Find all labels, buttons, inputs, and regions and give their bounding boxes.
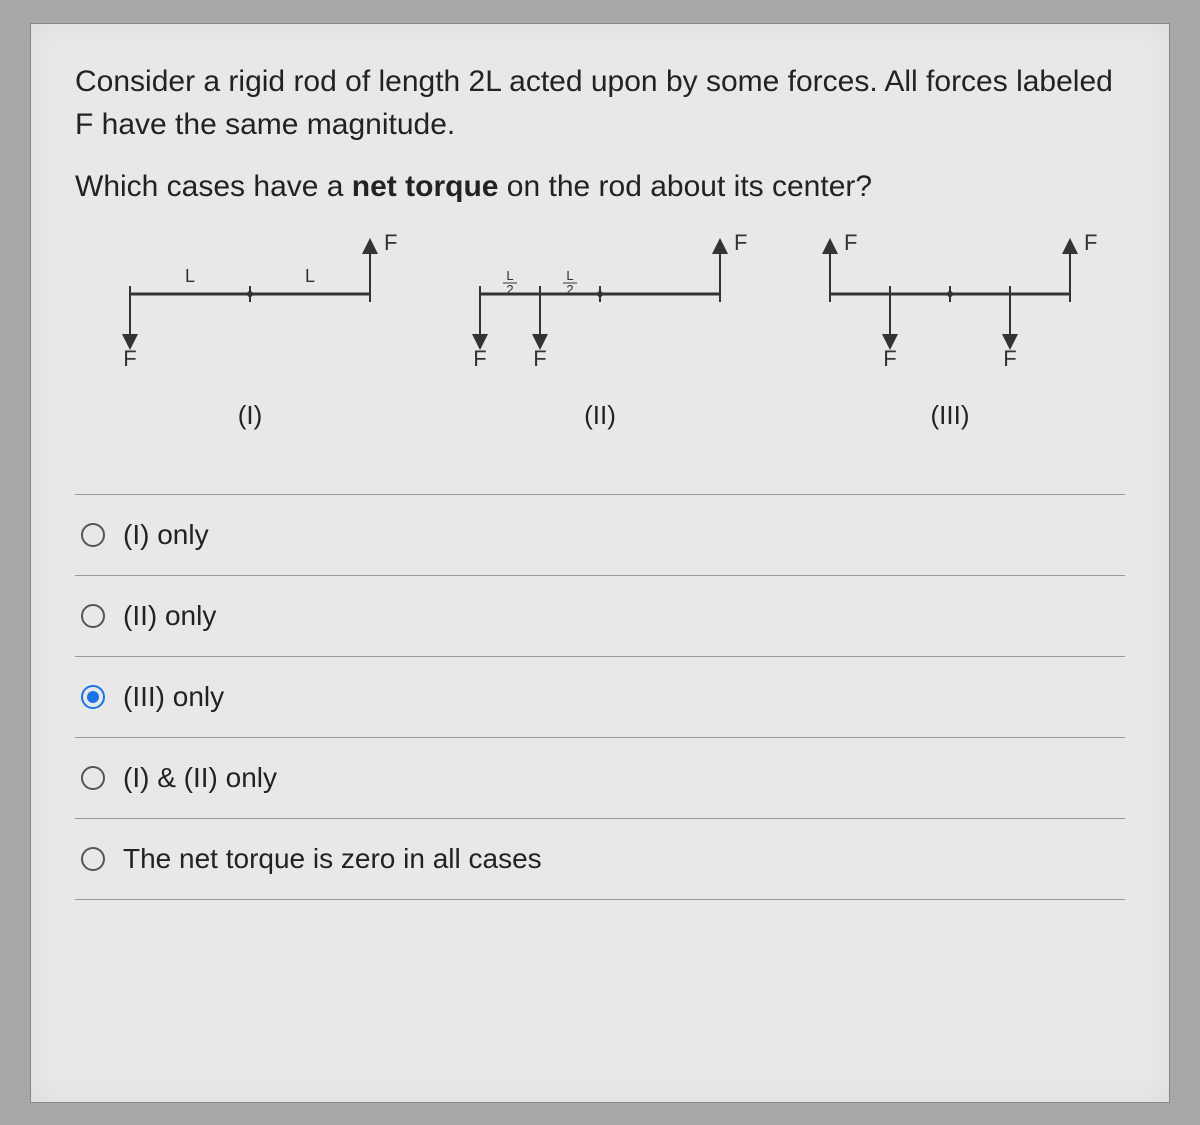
diagram-3-label: (III) (931, 400, 970, 431)
option-2[interactable]: (II) only (75, 576, 1125, 657)
option-label: (I) & (II) only (123, 762, 277, 794)
svg-text:F: F (1084, 234, 1097, 255)
svg-text:L: L (566, 268, 573, 283)
option-1[interactable]: (I) only (75, 495, 1125, 576)
svg-text:2: 2 (566, 282, 573, 297)
option-5[interactable]: The net torque is zero in all cases (75, 819, 1125, 900)
option-label: (I) only (123, 519, 209, 551)
diagram-row: L L F F (I) (75, 234, 1125, 434)
radio-icon (81, 523, 105, 547)
option-label: The net torque is zero in all cases (123, 843, 542, 875)
radio-icon (81, 766, 105, 790)
question-text: Consider a rigid rod of length 2L acted … (75, 60, 1125, 209)
svg-text:F: F (123, 346, 136, 371)
diagram-2-label: (II) (584, 400, 616, 431)
option-label: (III) only (123, 681, 224, 713)
question-line-1: Consider a rigid rod of length 2L acted … (75, 60, 1125, 147)
svg-text:L: L (185, 266, 195, 286)
svg-text:F: F (844, 234, 857, 255)
svg-text:F: F (533, 346, 546, 371)
svg-text:F: F (473, 346, 486, 371)
diagram-1-label: (I) (238, 400, 263, 431)
svg-text:2: 2 (506, 282, 513, 297)
svg-text:F: F (384, 234, 397, 255)
question-line-2: Which cases have a net torque on the rod… (75, 165, 1125, 209)
question-sheet: Consider a rigid rod of length 2L acted … (30, 23, 1170, 1103)
radio-icon (81, 604, 105, 628)
svg-text:F: F (883, 346, 896, 371)
diagram-1: L L F F (I) (75, 234, 425, 434)
svg-text:L: L (305, 266, 315, 286)
radio-icon (81, 847, 105, 871)
radio-icon (81, 685, 105, 709)
svg-text:F: F (734, 234, 747, 255)
option-4[interactable]: (I) & (II) only (75, 738, 1125, 819)
svg-text:F: F (1003, 346, 1016, 371)
option-3[interactable]: (III) only (75, 657, 1125, 738)
diagram-2: L 2 L 2 F F F (II) (425, 234, 775, 434)
option-label: (II) only (123, 600, 216, 632)
options-list: (I) only (II) only (III) only (I) & (II)… (75, 494, 1125, 900)
diagram-3: F F F F (III) (775, 234, 1125, 434)
svg-text:L: L (506, 268, 513, 283)
